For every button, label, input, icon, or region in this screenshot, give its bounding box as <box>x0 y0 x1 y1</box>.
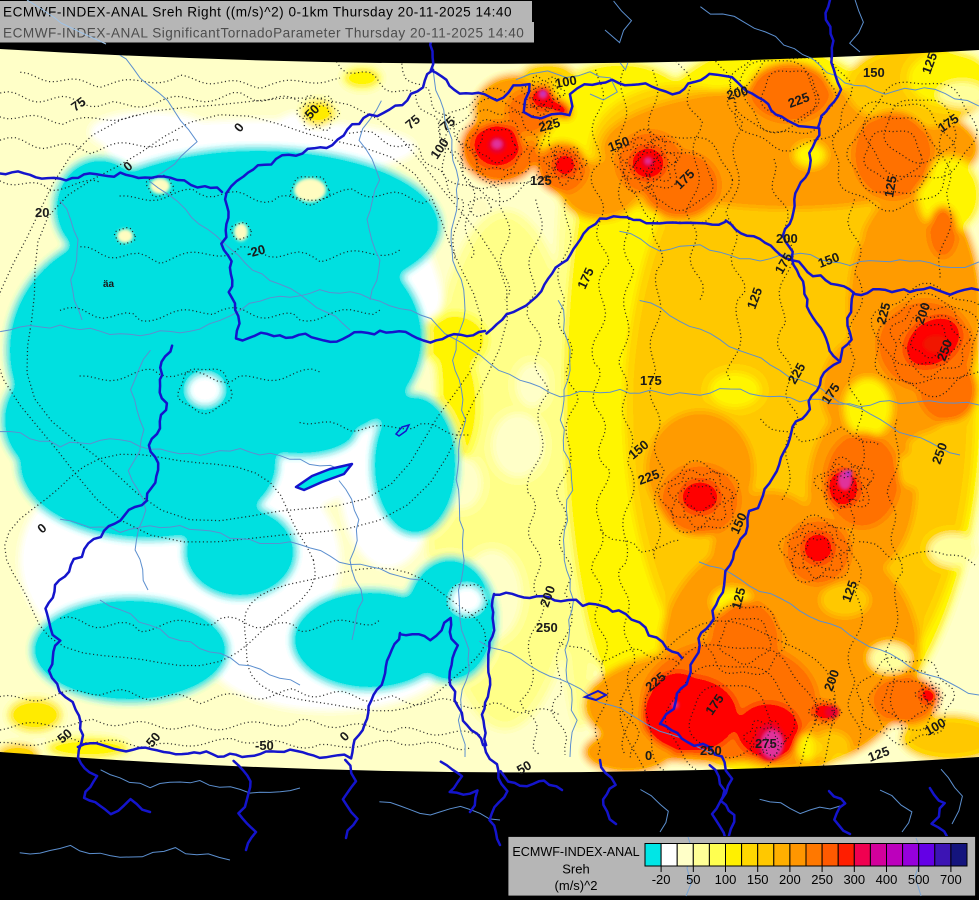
svg-text:700: 700 <box>940 872 962 887</box>
svg-text:0: 0 <box>645 748 652 763</box>
svg-text:150: 150 <box>863 65 885 80</box>
svg-text:300: 300 <box>843 872 865 887</box>
svg-text:225: 225 <box>636 466 662 488</box>
svg-text:225: 225 <box>873 301 893 326</box>
svg-text:150: 150 <box>606 133 632 155</box>
svg-text:275: 275 <box>755 736 777 751</box>
svg-text:175: 175 <box>640 373 662 388</box>
svg-text:250: 250 <box>536 620 558 635</box>
svg-text:125: 125 <box>919 51 941 77</box>
svg-text:225: 225 <box>786 89 812 111</box>
svg-text:200: 200 <box>912 301 934 327</box>
svg-text:400: 400 <box>876 872 898 887</box>
svg-text:-20: -20 <box>652 872 671 887</box>
svg-text:200: 200 <box>537 584 559 610</box>
svg-text:75: 75 <box>68 94 88 115</box>
svg-text:äa: äa <box>103 279 115 290</box>
svg-text:250: 250 <box>700 743 722 758</box>
svg-text:-50: -50 <box>255 738 274 753</box>
svg-text:200: 200 <box>725 83 750 103</box>
svg-text:ECMWF-INDEX-ANAL SignificantTo: ECMWF-INDEX-ANAL SignificantTornadoParam… <box>3 26 524 41</box>
svg-text:125: 125 <box>866 743 892 765</box>
svg-text:250: 250 <box>934 338 956 364</box>
svg-text:125: 125 <box>839 579 861 605</box>
svg-text:125: 125 <box>530 173 552 188</box>
svg-text:Sreh: Sreh <box>562 862 589 877</box>
svg-text:250: 250 <box>929 441 951 467</box>
svg-text:ECMWF-INDEX-ANAL Sreh Right ((: ECMWF-INDEX-ANAL Sreh Right ((m/s)^2) 0-… <box>3 5 512 20</box>
svg-text:50: 50 <box>514 757 534 777</box>
svg-text:100: 100 <box>554 72 578 91</box>
svg-text:150: 150 <box>816 249 842 271</box>
svg-text:150: 150 <box>747 872 769 887</box>
svg-text:100: 100 <box>715 872 737 887</box>
svg-text:(m/s)^2: (m/s)^2 <box>555 878 598 893</box>
svg-text:20: 20 <box>35 205 49 220</box>
svg-text:125: 125 <box>744 286 766 312</box>
svg-text:125: 125 <box>728 586 748 611</box>
svg-text:200: 200 <box>821 668 843 694</box>
svg-text:50: 50 <box>686 872 700 887</box>
svg-text:ECMWF-INDEX-ANAL: ECMWF-INDEX-ANAL <box>512 845 639 859</box>
svg-text:200: 200 <box>776 231 798 246</box>
svg-text:225: 225 <box>537 115 562 135</box>
svg-text:200: 200 <box>779 872 801 887</box>
svg-text:-20: -20 <box>245 242 267 261</box>
svg-text:500: 500 <box>908 872 930 887</box>
svg-text:125: 125 <box>881 175 900 199</box>
svg-text:250: 250 <box>811 872 833 887</box>
